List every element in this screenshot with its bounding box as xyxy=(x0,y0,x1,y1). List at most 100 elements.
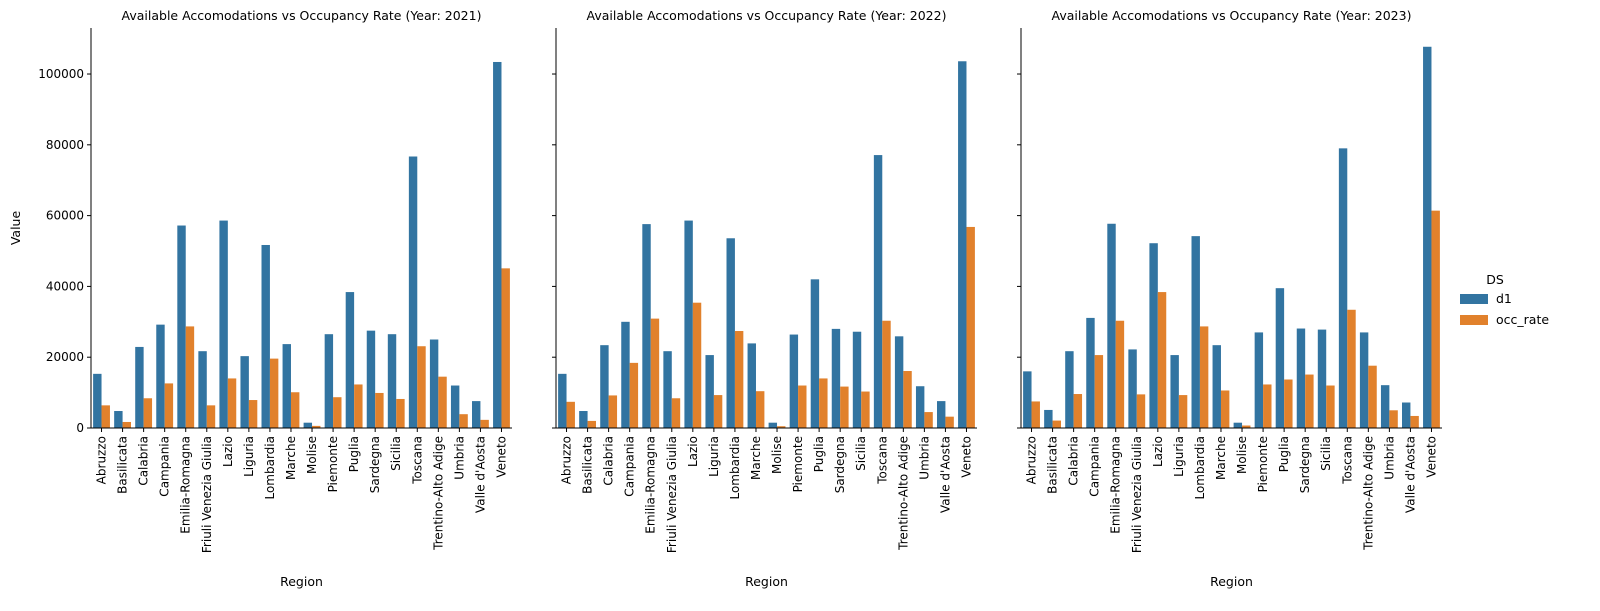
x-tick-label: Campania xyxy=(623,436,637,497)
x-tick-label: Lazio xyxy=(1151,436,1165,467)
bar-occ_rate-emilia-romagna xyxy=(185,326,195,428)
x-tick-label: Trentino-Alto Adige xyxy=(896,436,910,551)
bar-d1-umbria xyxy=(1380,385,1390,428)
bar-d1-trentino-alto-adige xyxy=(894,336,904,428)
bar-d1-campania xyxy=(156,324,165,428)
bar-occ_rate-toscana xyxy=(882,320,891,428)
bar-occ_rate-abruzzo xyxy=(101,405,110,428)
x-tick-label: Calabria xyxy=(1067,436,1081,486)
x-tick-label: Sardegna xyxy=(1298,436,1312,493)
bar-d1-campania xyxy=(621,321,630,428)
bar-occ_rate-piemonte xyxy=(1263,384,1272,428)
bar-occ_rate-sardegna xyxy=(840,386,849,428)
bar-occ_rate-molise xyxy=(777,426,786,428)
bar-occ_rate-veneto xyxy=(966,226,975,428)
bar-occ_rate-lazio xyxy=(1157,292,1167,428)
x-tick-label: Basilicata xyxy=(116,436,130,494)
x-tick-label: Umbria xyxy=(452,436,466,480)
legend-swatch-occ_rate xyxy=(1460,315,1488,325)
bar-occ_rate-toscana xyxy=(1347,309,1356,428)
y-tick-label: 20000 xyxy=(46,350,84,364)
bar-d1-friuli-venezia-giulia xyxy=(1128,349,1137,428)
x-tick-label: Puglia xyxy=(347,436,361,472)
x-tick-label: Veneto xyxy=(494,436,508,478)
bar-occ_rate-sardegna xyxy=(1305,374,1314,428)
legend-label-d1: d1 xyxy=(1496,291,1512,306)
bar-d1-piemonte xyxy=(324,334,334,428)
x-tick-label: Valle d'Aosta xyxy=(473,436,487,513)
bar-occ_rate-friuli-venezia-giulia xyxy=(671,398,681,428)
panel-3: Available Accomodations vs Occupancy Rat… xyxy=(1017,8,1442,589)
x-tick-label: Abruzzo xyxy=(1025,436,1039,484)
bar-occ_rate-friuli-venezia-giulia xyxy=(206,405,216,428)
x-tick-label: Emilia-Romagna xyxy=(1109,436,1123,534)
bar-d1-emilia-romagna xyxy=(1107,223,1116,428)
y-tick-label: 40000 xyxy=(46,279,84,293)
bar-d1-marche xyxy=(747,343,756,428)
x-tick-label: Umbria xyxy=(1382,436,1396,480)
bar-d1-puglia xyxy=(810,279,820,428)
bar-d1-sardegna xyxy=(1296,328,1306,428)
bar-d1-calabria xyxy=(1065,351,1074,428)
bar-d1-lombardia xyxy=(726,238,735,428)
bar-d1-toscana xyxy=(1338,148,1348,428)
bar-occ_rate-umbria xyxy=(924,412,933,428)
y-tick-label: 0 xyxy=(76,421,84,435)
bar-d1-lombardia xyxy=(1191,236,1200,428)
bar-occ_rate-sardegna xyxy=(375,392,384,428)
bar-occ_rate-trentino-alto-adige xyxy=(903,371,912,428)
bar-d1-umbria xyxy=(915,386,925,428)
bar-d1-sardegna xyxy=(366,330,376,428)
x-tick-label: Calabria xyxy=(602,436,616,486)
bar-d1-basilicata xyxy=(1044,409,1053,428)
x-tick-label: Puglia xyxy=(1277,436,1291,472)
x-tick-label: Trentino-Alto Adige xyxy=(431,436,445,551)
bar-d1-friuli-venezia-giulia xyxy=(663,351,672,428)
bar-d1-trentino-alto-adige xyxy=(1359,332,1369,428)
bar-occ_rate-umbria xyxy=(459,414,468,428)
bar-d1-abruzzo xyxy=(93,373,102,428)
x-axis-label: Region xyxy=(745,574,788,589)
bar-occ_rate-sicilia xyxy=(1326,385,1335,428)
x-tick-label: Liguria xyxy=(707,436,721,477)
bar-occ_rate-puglia xyxy=(819,378,828,428)
bar-occ_rate-sicilia xyxy=(861,391,870,428)
y-tick-label: 80000 xyxy=(46,138,84,152)
bar-d1-toscana xyxy=(408,156,418,428)
bar-occ_rate-liguria xyxy=(713,395,723,428)
bar-d1-calabria xyxy=(135,346,144,428)
bar-occ_rate-friuli-venezia-giulia xyxy=(1136,394,1146,428)
x-tick-label: Toscana xyxy=(875,436,889,485)
bar-occ_rate-piemonte xyxy=(798,385,807,428)
legend: DS d1 occ_rate xyxy=(1460,272,1549,327)
panel-title: Available Accomodations vs Occupancy Rat… xyxy=(587,8,947,23)
x-tick-label: Puglia xyxy=(812,436,826,472)
bar-d1-lazio xyxy=(1149,243,1158,428)
bar-d1-emilia-romagna xyxy=(177,225,186,428)
bar-occ_rate-marche xyxy=(290,392,300,428)
x-tick-label: Lazio xyxy=(686,436,700,467)
panel-title: Available Accomodations vs Occupancy Rat… xyxy=(122,8,482,23)
panel-1: Available Accomodations vs Occupancy Rat… xyxy=(38,8,512,589)
x-tick-label: Sicilia xyxy=(1319,436,1333,471)
bar-occ_rate-puglia xyxy=(354,384,363,428)
x-tick-label: Lombardia xyxy=(263,436,277,500)
bar-occ_rate-molise xyxy=(1242,425,1251,428)
bar-d1-basilicata xyxy=(114,411,123,428)
panel-title: Available Accomodations vs Occupancy Rat… xyxy=(1052,8,1412,23)
bar-d1-trentino-alto-adige xyxy=(429,339,439,428)
panel-2: Available Accomodations vs Occupancy Rat… xyxy=(552,8,977,589)
x-tick-label: Sicilia xyxy=(854,436,868,471)
bar-d1-molise xyxy=(303,422,313,428)
bar-d1-molise xyxy=(1233,422,1243,428)
bar-d1-liguria xyxy=(705,355,714,428)
x-axis-label: Region xyxy=(1210,574,1253,589)
x-tick-label: Toscana xyxy=(1340,436,1354,485)
bar-occ_rate-campania xyxy=(629,362,639,428)
bar-d1-veneto xyxy=(493,61,502,428)
bar-d1-lazio xyxy=(684,220,693,428)
bar-occ_rate-marche xyxy=(1220,390,1230,428)
bar-d1-umbria xyxy=(450,385,460,428)
legend-title: DS xyxy=(1486,272,1504,287)
x-tick-label: Molise xyxy=(1235,436,1249,474)
